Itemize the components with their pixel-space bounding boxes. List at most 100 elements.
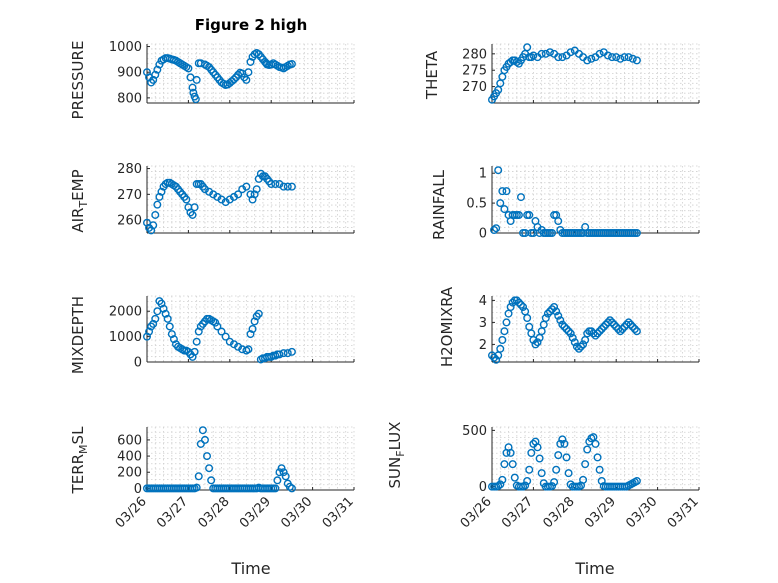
- sun-flux-point: [564, 469, 573, 478]
- terr-msl-point: [203, 452, 212, 461]
- h2omixra-point: [519, 303, 528, 312]
- sun-flux-point: [595, 465, 604, 474]
- sun-flux-point: [558, 435, 567, 444]
- mixdepth-point: [161, 309, 170, 318]
- h2omixra-ytick-label: 2: [479, 338, 487, 353]
- rainfall-ylabel: RAINFALL: [430, 169, 448, 240]
- pressure-point: [155, 60, 164, 69]
- h2omixra-point: [512, 296, 521, 305]
- h2omixra-point: [533, 338, 542, 347]
- sun-flux-point: [591, 439, 600, 448]
- mixdepth-point: [248, 325, 257, 334]
- h2omixra-point: [496, 344, 505, 353]
- theta-ytick-label: 275: [462, 64, 487, 79]
- h2omixra-point: [597, 325, 606, 334]
- sun-flux-ytick-label: 0: [479, 480, 487, 495]
- mixdepth-point: [188, 352, 197, 361]
- pressure-point: [229, 75, 238, 84]
- terr-msl-point: [281, 472, 290, 481]
- theta-ylabel: THETA: [423, 50, 441, 100]
- terr-msl-point: [271, 484, 280, 493]
- terr-msl-point: [287, 484, 296, 493]
- theta-point: [612, 53, 621, 62]
- mixdepth-point: [246, 330, 255, 339]
- terr-msl-ytick-label: 400: [117, 450, 142, 465]
- sun-flux-point: [581, 460, 590, 469]
- sun-flux-point: [593, 453, 602, 462]
- h2omixra-point: [618, 325, 627, 334]
- mixdepth-point: [157, 299, 166, 308]
- right-xlabel: Time: [574, 559, 614, 578]
- air-temp-point: [149, 221, 158, 230]
- air-temp-point: [190, 203, 199, 212]
- terr-msl-xtick-label: 03/29: [237, 494, 274, 531]
- terr-msl-point: [205, 464, 214, 473]
- h2omixra-point: [560, 322, 569, 331]
- h2omixra-point: [566, 329, 575, 338]
- mixdepth-point: [275, 350, 284, 359]
- h2omixra-point: [504, 309, 513, 318]
- left-xlabel: Time: [230, 559, 270, 578]
- pressure-point: [244, 68, 253, 77]
- air-temp-ylabel: AIRTEMP: [69, 169, 90, 232]
- mixdepth-panel: MIXDEPTH 0 1000 2000: [69, 295, 355, 374]
- terr-msl-xtick-label: 03/28: [196, 494, 233, 531]
- mixdepth-point: [217, 327, 226, 336]
- theta-point: [566, 48, 575, 57]
- sun-flux-xtick-label: 03/26: [458, 494, 495, 531]
- h2omixra-point: [516, 300, 525, 309]
- air-temp-point: [267, 180, 276, 189]
- terr-msl-ytick-label: 600: [117, 433, 142, 448]
- h2omixra-point: [577, 342, 586, 351]
- air-temp-ylabel-part1: AIR: [69, 208, 87, 233]
- sun-flux-point: [523, 477, 532, 486]
- terr-msl-point: [194, 472, 203, 481]
- theta-point: [583, 56, 592, 65]
- pressure-panel: PRESSURE 800 900 1000: [69, 40, 355, 119]
- mixdepth-point: [192, 337, 201, 346]
- h2omixra-point: [579, 340, 588, 349]
- h2omixra-point: [558, 320, 567, 329]
- sun-flux-point: [583, 445, 592, 454]
- sun-flux-xtick-label: 03/31: [665, 494, 702, 531]
- rainfall-point: [494, 166, 503, 175]
- sun-flux-ylabel-sub: F: [394, 450, 407, 456]
- h2omixra-point: [498, 336, 507, 345]
- air-temp-point: [287, 182, 296, 191]
- air-temp-point: [153, 200, 162, 209]
- terr-msl-xtick-label: 03/30: [278, 494, 315, 531]
- mixdepth-ytick-label: 0: [134, 356, 142, 371]
- sun-flux-point: [525, 465, 534, 474]
- terr-msl-point: [279, 468, 288, 477]
- mixdepth-point: [151, 314, 160, 323]
- sun-flux-point: [560, 439, 569, 448]
- pressure-ytick-label: 1000: [109, 40, 142, 55]
- sun-flux-xtick-label: 03/30: [623, 494, 660, 531]
- air-temp-point: [188, 210, 197, 219]
- terr-msl-point: [275, 468, 284, 477]
- theta-point: [603, 51, 612, 60]
- h2omixra-ylabel: H2OMIXRA: [438, 286, 456, 367]
- mixdepth-point: [211, 318, 220, 327]
- terr-msl-xtick-label: 03/27: [154, 494, 191, 531]
- h2omixra-point: [502, 318, 511, 327]
- terr-msl-ytick-label: 200: [117, 466, 142, 481]
- air-temp-ylabel-part2: EMP: [69, 169, 87, 200]
- rainfall-point: [548, 228, 557, 237]
- h2omixra-point: [595, 327, 604, 336]
- theta-point: [620, 53, 629, 62]
- mixdepth-point: [244, 345, 253, 354]
- air-temp-point: [242, 182, 251, 191]
- h2omixra-point: [568, 333, 577, 342]
- mixdepth-point: [142, 332, 151, 341]
- sun-flux-ytick-label: 500: [462, 424, 487, 439]
- mixdepth-point: [165, 322, 174, 331]
- terr-msl-point: [196, 439, 205, 448]
- air-temp-point: [234, 190, 243, 199]
- mixdepth-point: [279, 349, 288, 358]
- mixdepth-point: [221, 332, 230, 341]
- air-temp-panel: AIRTEMP 260 270 280: [69, 162, 355, 235]
- terr-msl-point: [273, 476, 282, 485]
- air-temp-point: [283, 182, 292, 191]
- sun-flux-point: [498, 475, 507, 484]
